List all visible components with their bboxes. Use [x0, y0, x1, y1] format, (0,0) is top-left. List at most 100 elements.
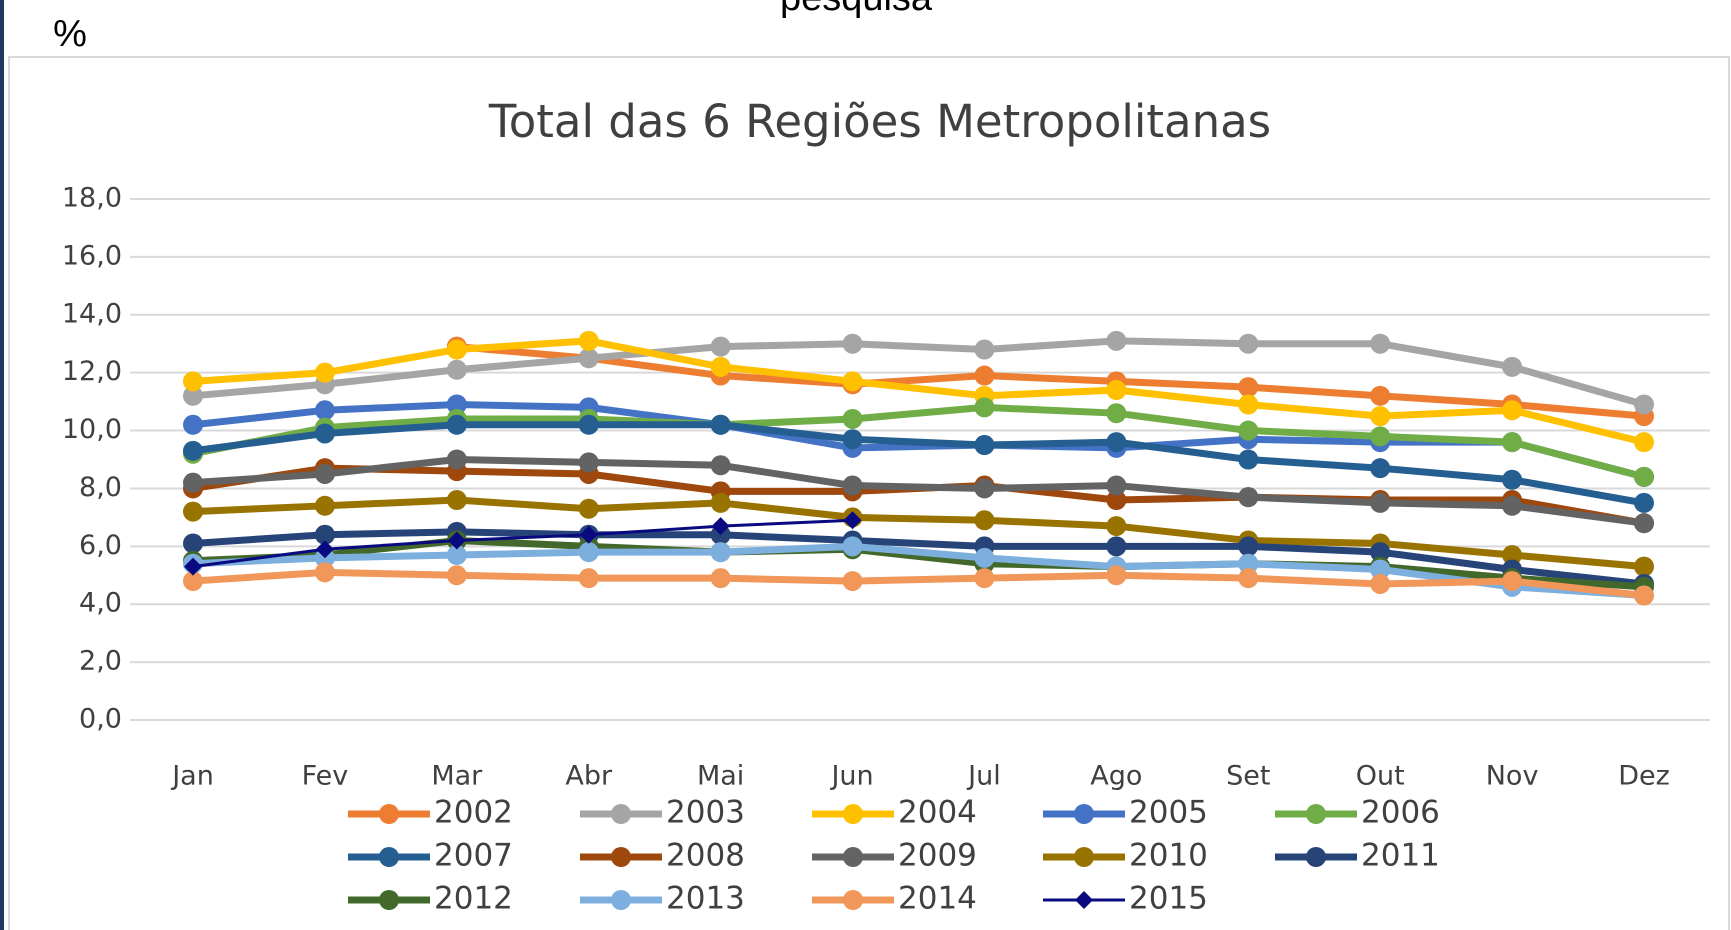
x-tick-label: Fev [302, 761, 349, 792]
y-tick-label: 18,0 [62, 183, 122, 214]
legend-marker [611, 890, 631, 910]
data-point [710, 568, 731, 589]
data-point [1370, 492, 1391, 513]
data-point [183, 472, 203, 493]
series-line [192, 518, 853, 569]
y-tick-label: 10,0 [62, 414, 122, 445]
y-tick-label: 12,0 [62, 356, 122, 387]
data-point [446, 339, 467, 360]
data-point [974, 397, 995, 418]
legend-marker [379, 847, 399, 867]
data-point [1370, 406, 1391, 427]
legend-label: 2008 [666, 838, 745, 874]
data-point [314, 524, 335, 545]
data-point [1502, 469, 1523, 490]
data-point [1370, 385, 1391, 406]
data-point [1106, 536, 1127, 557]
x-tick-label: Mar [431, 761, 483, 792]
data-point [710, 542, 731, 563]
data-point [314, 362, 335, 383]
data-point [1238, 553, 1259, 574]
data-point [1106, 432, 1127, 453]
y-tick-label: 14,0 [62, 298, 122, 329]
left-border [0, 0, 4, 930]
legend-label: 2014 [898, 881, 977, 917]
data-point [974, 510, 995, 531]
data-point [710, 336, 731, 357]
legend-marker [843, 890, 863, 910]
data-point [1238, 377, 1259, 398]
data-point [446, 414, 467, 435]
data-point [183, 371, 203, 392]
x-tick-label: Mai [697, 761, 744, 792]
partial-heading: pesquisa [780, 0, 933, 19]
data-point [1238, 568, 1259, 589]
legend-marker [843, 804, 863, 824]
data-point [842, 333, 863, 354]
data-point [184, 557, 202, 576]
data-point [842, 371, 863, 392]
legend-label: 2005 [1129, 795, 1208, 831]
data-point [1106, 403, 1127, 424]
legend-marker [1075, 891, 1093, 909]
legend-marker [611, 804, 631, 824]
series-line [192, 568, 1645, 600]
data-point [314, 463, 335, 484]
data-point [314, 495, 335, 516]
data-point [1502, 545, 1523, 566]
data-point [1634, 394, 1654, 415]
legend-marker [379, 804, 399, 824]
legend-marker [1306, 847, 1326, 867]
data-point [1238, 394, 1259, 415]
data-point [183, 385, 203, 406]
data-point [183, 414, 203, 435]
data-point [1370, 426, 1391, 447]
data-point [710, 492, 731, 513]
series-line [192, 421, 1645, 507]
data-point [974, 478, 995, 499]
data-point [183, 501, 203, 522]
data-point [842, 475, 863, 496]
y-tick-label: 2,0 [79, 646, 122, 677]
data-point [1106, 490, 1127, 511]
data-point [578, 498, 599, 519]
data-point [446, 490, 467, 511]
data-point [578, 414, 599, 435]
data-point [1370, 542, 1391, 563]
legend-label: 2009 [898, 838, 977, 874]
y-tick-label: 6,0 [79, 530, 122, 561]
x-tick-label: Jan [170, 761, 214, 792]
legend-label: 2006 [1361, 795, 1440, 831]
series-line [192, 403, 1645, 481]
data-point [1502, 356, 1523, 377]
data-point [446, 359, 467, 380]
series-line [192, 496, 1645, 571]
data-point [1106, 565, 1127, 586]
y-tick-label: 4,0 [79, 588, 122, 619]
data-point [1106, 475, 1127, 496]
data-point [183, 440, 203, 461]
y-tick-label: 16,0 [62, 240, 122, 271]
data-point [842, 429, 863, 450]
data-point [1634, 513, 1654, 534]
data-point [1238, 333, 1259, 354]
data-point [1370, 559, 1391, 580]
y-tick-label: 0,0 [79, 704, 122, 735]
data-point [1502, 495, 1523, 516]
data-point [1106, 380, 1127, 401]
unit-label: % [53, 13, 87, 55]
data-point [446, 565, 467, 586]
data-point [1238, 449, 1259, 470]
data-point [842, 536, 863, 557]
data-point [314, 400, 335, 421]
data-point [974, 435, 995, 456]
data-point [1238, 420, 1259, 441]
data-point [710, 356, 731, 377]
data-point [710, 455, 731, 476]
legend-label: 2007 [434, 838, 513, 874]
legend-marker [1074, 804, 1094, 824]
series-line [456, 343, 1645, 420]
chart-title: Total das 6 Regiões Metropolitanas [488, 95, 1271, 148]
data-point [578, 452, 599, 473]
